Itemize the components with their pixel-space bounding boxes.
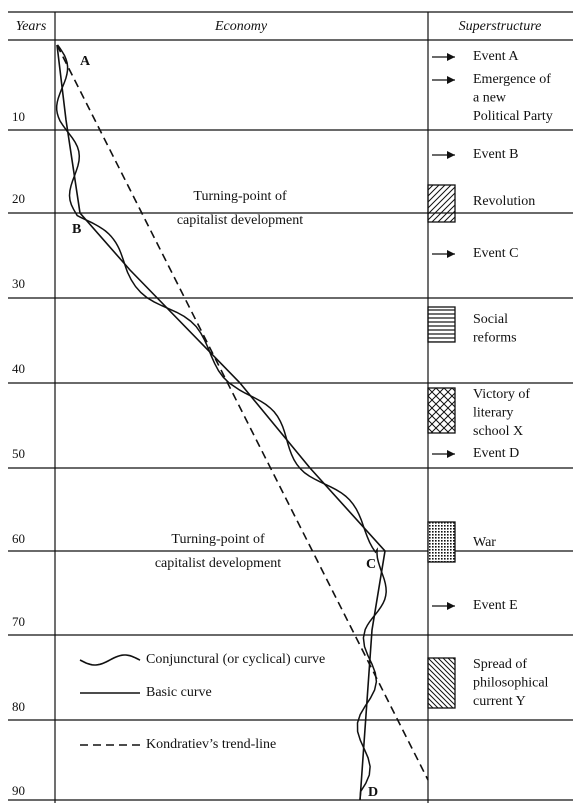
conjunctural-curve — [55, 44, 387, 801]
superstructure-text: Social — [473, 312, 508, 327]
superstructure-text: Event D — [473, 446, 519, 461]
annotation: capitalist development — [177, 213, 303, 228]
superstructure-text: Revolution — [473, 194, 535, 209]
superstructure-text: current Y — [473, 694, 526, 709]
year-label: 90 — [12, 783, 25, 798]
superstructure-text: literary — [473, 406, 513, 421]
superstructure-text: reforms — [473, 331, 517, 346]
year-label: 80 — [12, 699, 25, 714]
legend-label: Conjunctural (or cyclical) curve — [146, 652, 325, 667]
arrow-head — [447, 53, 455, 61]
hatch-box — [427, 521, 456, 563]
superstructure-text: Political Party — [473, 109, 553, 124]
superstructure-text: War — [473, 535, 496, 550]
year-label: 70 — [12, 614, 25, 629]
arrow-head — [447, 602, 455, 610]
superstructure-text: a new — [473, 91, 507, 106]
hatch-box — [427, 306, 456, 343]
superstructure-text: Victory of — [473, 387, 530, 402]
legend-label: Basic curve — [146, 685, 212, 700]
hatch-box — [427, 387, 456, 434]
legend-label: Kondratiev’s trend-line — [146, 737, 276, 752]
year-label: 50 — [12, 446, 25, 461]
annotation: Turning-point of — [193, 189, 287, 204]
year-label: 10 — [12, 109, 25, 124]
header-years: Years — [16, 19, 47, 34]
year-label: 40 — [12, 361, 25, 376]
hatch-box — [427, 657, 456, 709]
hatch-box — [427, 184, 456, 223]
superstructure-text: Event A — [473, 49, 519, 64]
point-label: D — [368, 785, 378, 800]
annotation: Turning-point of — [171, 532, 265, 547]
superstructure-text: school X — [473, 424, 523, 439]
header-superstructure: Superstructure — [459, 19, 542, 34]
superstructure-text: Event B — [473, 147, 519, 162]
year-label: 30 — [12, 276, 25, 291]
superstructure-text: Spread of — [473, 657, 527, 672]
year-label: 20 — [12, 191, 25, 206]
trend-line — [56, 44, 429, 781]
arrow-head — [447, 151, 455, 159]
point-label: B — [72, 222, 81, 237]
annotation: capitalist development — [155, 556, 281, 571]
arrow-head — [447, 450, 455, 458]
superstructure-text: Event C — [473, 246, 519, 261]
year-label: 60 — [12, 531, 25, 546]
point-label: C — [366, 557, 376, 572]
header-economy: Economy — [214, 19, 268, 34]
arrow-head — [447, 250, 455, 258]
arrow-head — [447, 76, 455, 84]
point-label: A — [80, 54, 91, 69]
legend-conjunctural — [79, 654, 141, 666]
superstructure-text: Emergence of — [473, 72, 551, 87]
basic-curve — [56, 44, 386, 801]
superstructure-text: philosophical — [473, 676, 549, 691]
superstructure-text: Event E — [473, 598, 518, 613]
